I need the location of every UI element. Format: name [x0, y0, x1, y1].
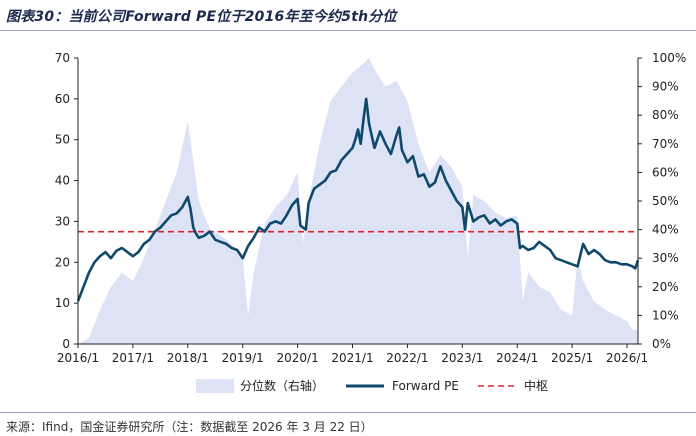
- x-tick-label: 2017/1: [112, 351, 154, 365]
- percentile-area: [78, 58, 638, 344]
- x-tick-label: 2023/1: [441, 351, 483, 365]
- x-tick-label: 2026/1: [606, 351, 648, 365]
- left-tick-label: 50: [55, 133, 70, 147]
- legend-label-median: 中枢: [524, 378, 548, 393]
- legend-swatch-percentile: [196, 379, 234, 393]
- chart-title: 图表30：当前公司Forward PE位于2016年至今约5th分位: [6, 9, 397, 25]
- x-tick-label: 2022/1: [386, 351, 428, 365]
- left-tick-label: 20: [55, 255, 70, 269]
- right-tick-label: 20%: [652, 280, 679, 294]
- title-divider: [0, 30, 696, 31]
- left-tick-label: 0: [62, 337, 70, 351]
- source-note: 来源：Ifind，国金证券研究所（注：数据截至 2026 年 3 月 22 日）: [6, 420, 373, 434]
- right-tick-label: 30%: [652, 251, 679, 265]
- legend-label-pe: Forward PE: [392, 379, 459, 393]
- right-tick-label: 90%: [652, 80, 679, 94]
- right-tick-label: 50%: [652, 194, 679, 208]
- right-tick-label: 60%: [652, 165, 679, 179]
- x-tick-label: 2019/1: [222, 351, 264, 365]
- left-tick-label: 10: [55, 296, 70, 310]
- x-tick-label: 2025/1: [551, 351, 593, 365]
- left-tick-label: 70: [55, 51, 70, 65]
- left-tick-label: 30: [55, 214, 70, 228]
- right-tick-label: 10%: [652, 308, 679, 322]
- x-tick-label: 2020/1: [276, 351, 318, 365]
- right-tick-label: 80%: [652, 108, 679, 122]
- right-tick-label: 70%: [652, 137, 679, 151]
- right-tick-label: 40%: [652, 223, 679, 237]
- right-tick-label: 0%: [652, 337, 671, 351]
- x-tick-label: 2021/1: [331, 351, 373, 365]
- right-tick-label: 100%: [652, 51, 686, 65]
- x-tick-label: 2024/1: [496, 351, 538, 365]
- left-tick-label: 40: [55, 174, 70, 188]
- left-tick-label: 60: [55, 92, 70, 106]
- x-tick-label: 2016/1: [57, 351, 99, 365]
- pe-line: [76, 97, 640, 302]
- x-tick-label: 2018/1: [167, 351, 209, 365]
- legend-label-percentile: 分位数（右轴）: [240, 378, 324, 393]
- source-divider: [0, 412, 696, 413]
